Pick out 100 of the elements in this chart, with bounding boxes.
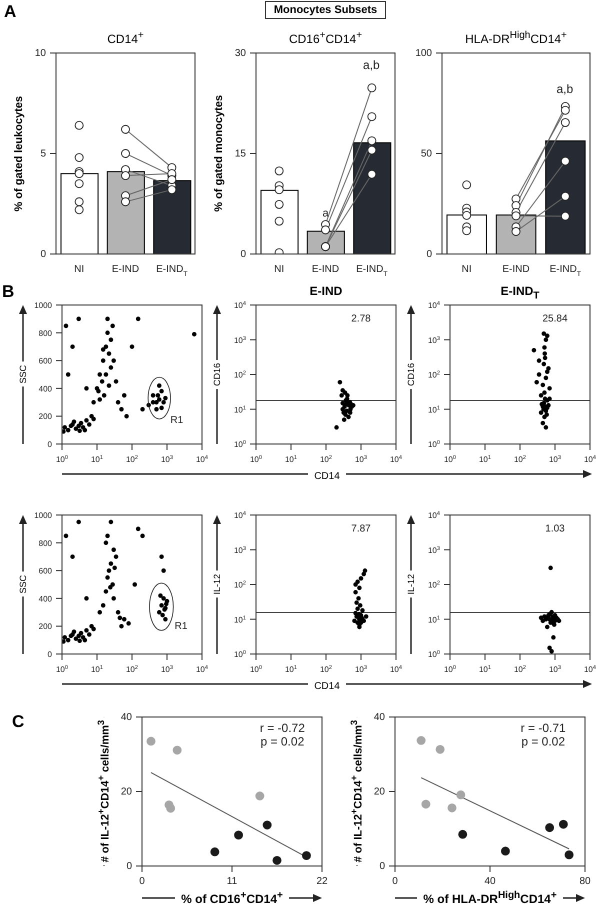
annotation: a,b <box>363 58 380 72</box>
x-tick-label: 10$^{3}$ <box>548 455 562 464</box>
y-tick-label: 1000 <box>34 301 53 310</box>
y-axis-title: % of gated monocytes <box>213 92 225 215</box>
x-axis-title: % of HLA-DR$^{High}$CD14$^{+}$ <box>417 890 563 906</box>
chart-subtitle: Monocytes Subsets <box>264 1 386 19</box>
annotation: r = -0.71 <box>520 720 566 735</box>
y-tick-label: 100 <box>415 48 432 59</box>
annotation: 25.84 <box>542 314 568 325</box>
y-tick-label: 10$^{1}$ <box>234 615 246 624</box>
y-axis-title: SSC <box>18 362 28 387</box>
y-tick-label: 10$^{2}$ <box>234 370 246 380</box>
x-tick-label: NI <box>274 264 284 275</box>
annotation: a <box>322 207 330 220</box>
y-tick-label: 0 <box>40 249 46 260</box>
annotation: a,b <box>556 82 574 96</box>
y-tick-label: 10$^{3}$ <box>428 546 440 555</box>
x-tick-label: 10$^{4}$ <box>584 665 596 674</box>
y-tick-label: 20 <box>120 786 132 798</box>
y-tick-label: 200 <box>38 412 53 422</box>
x-tick-label: 10$^{0}$ <box>444 665 456 674</box>
y-tick-label: 10$^{1}$ <box>428 405 440 414</box>
x-tick-label: 10$^{3}$ <box>354 455 368 464</box>
y-tick-label: 600 <box>38 566 53 576</box>
x-tick-label: 22 <box>316 876 328 887</box>
x-axis-title: CD14 <box>308 471 346 482</box>
chart-title: CD16$^{+}$CD14$^{+}$ <box>288 30 364 48</box>
y-tick-label: 10$^{2}$ <box>428 580 440 590</box>
x-tick-label: E-IND <box>312 264 340 275</box>
y-tick-label: 10$^{4}$ <box>234 301 246 310</box>
x-tick-label: 10$^{4}$ <box>196 665 208 674</box>
x-tick-label: 10$^{3}$ <box>160 665 174 674</box>
y-tick-label: 20 <box>374 786 386 798</box>
x-tick-label: 40 <box>484 876 496 887</box>
y-axis-title: SSC <box>18 572 28 597</box>
x-tick-label: 80 <box>579 876 591 887</box>
y-tick-label: 400 <box>38 594 53 604</box>
y-tick-label: 0 <box>240 249 246 260</box>
y-tick-label: 15 <box>234 148 246 160</box>
y-tick-label: 10 <box>34 48 46 59</box>
x-tick-label: E-IND$_{T}$ <box>550 264 582 278</box>
y-tick-label: 0 <box>426 249 432 260</box>
y-tick-label: 1000 <box>34 511 53 520</box>
y-axis-title: IL-12 <box>406 571 416 598</box>
y-tick-label: 10$^{3}$ <box>234 546 246 555</box>
y-tick-label: 10$^{1}$ <box>428 615 440 624</box>
x-tick-label: 10$^{4}$ <box>390 665 402 674</box>
x-tick-label: 10$^{2}$ <box>514 665 526 674</box>
x-tick-label: 0 <box>392 876 398 887</box>
x-tick-label: E-IND <box>112 264 140 275</box>
annotation: r = -0.72 <box>260 720 306 735</box>
x-tick-label: 10$^{1}$ <box>284 665 298 674</box>
text: C <box>12 712 24 732</box>
chart-title: CD14$^{+}$ <box>106 30 145 48</box>
x-tick-label: 10$^{0}$ <box>250 455 262 464</box>
y-tick-label: 10$^{1}$ <box>234 405 246 414</box>
y-tick-label: 600 <box>38 356 53 366</box>
y-tick-label: 0 <box>379 861 386 872</box>
y-tick-label: 40 <box>120 712 132 723</box>
y-tick-label: 50 <box>420 148 432 160</box>
x-tick-label: 10$^{1}$ <box>284 455 298 464</box>
x-tick-label: 0 <box>139 876 146 887</box>
x-tick-label: 10$^{0}$ <box>444 455 456 464</box>
x-tick-label: NI <box>74 264 84 275</box>
x-tick-label: 10$^{3}$ <box>548 665 562 674</box>
y-tick-label: 10$^{2}$ <box>234 580 246 590</box>
x-tick-label: E-IND$_{T}$ <box>356 264 388 278</box>
annotation: p = 0.02 <box>260 734 305 748</box>
x-tick-label: 10$^{1}$ <box>90 665 104 674</box>
y-tick-label: 800 <box>38 538 53 548</box>
y-tick-label: 10$^{4}$ <box>428 301 440 310</box>
x-tick-label: 10$^{4}$ <box>584 455 596 464</box>
text: A <box>4 2 16 22</box>
y-tick-label: 10$^{0}$ <box>234 650 246 659</box>
annotation: 1.03 <box>545 524 566 535</box>
annotation: R1 <box>170 415 184 426</box>
y-tick-label: 40 <box>374 712 386 723</box>
y-axis-title: % of gated leukocytes <box>13 92 25 214</box>
y-tick-label: 30 <box>234 48 246 59</box>
y-tick-label: 200 <box>38 622 53 632</box>
annotation: p = 0.02 <box>521 734 566 748</box>
x-tick-label: 10$^{0}$ <box>250 665 262 674</box>
x-tick-label: 11 <box>226 876 238 887</box>
x-tick-label: 10$^{2}$ <box>514 455 526 464</box>
y-tick-label: 400 <box>38 384 53 394</box>
text: B <box>2 282 14 302</box>
x-tick-label: 10$^{1}$ <box>478 665 492 674</box>
x-tick-label: 10$^{1}$ <box>478 455 492 464</box>
x-tick-label: E-IND$_{T}$ <box>156 264 188 278</box>
y-axis-title: CD16 <box>406 360 416 389</box>
x-tick-label: 10$^{0}$ <box>56 665 68 674</box>
chart-title: E-IND$_{T}$ <box>500 284 540 302</box>
x-tick-label: NI <box>462 264 472 275</box>
x-tick-label: 10$^{2}$ <box>320 455 332 464</box>
x-tick-label: E-IND <box>502 264 530 275</box>
x-tick-label: 10$^{1}$ <box>90 455 104 464</box>
y-tick-label: 10$^{4}$ <box>234 511 246 520</box>
y-axis-title: CD16 <box>212 360 222 389</box>
y-axis-title: IL-12 <box>212 571 222 598</box>
x-tick-label: 10$^{4}$ <box>196 455 208 464</box>
